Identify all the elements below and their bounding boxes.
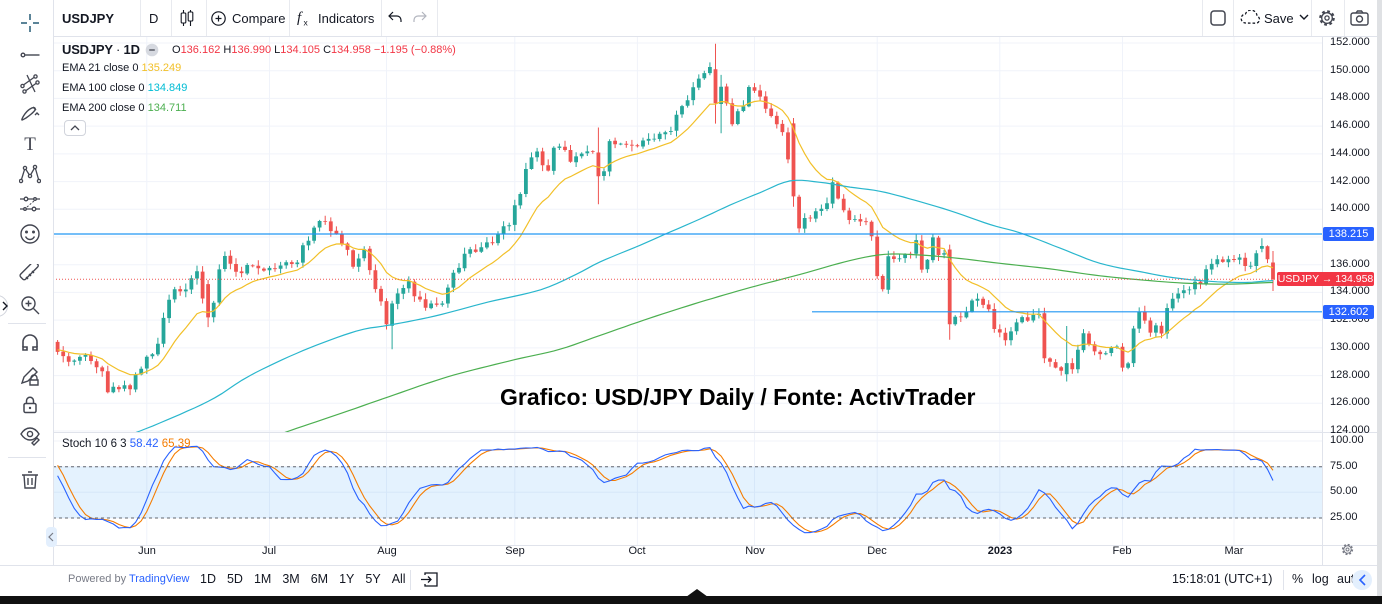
svg-text:f: f: [297, 10, 303, 26]
svg-text:T: T: [24, 134, 36, 155]
svg-text:x: x: [304, 18, 309, 28]
